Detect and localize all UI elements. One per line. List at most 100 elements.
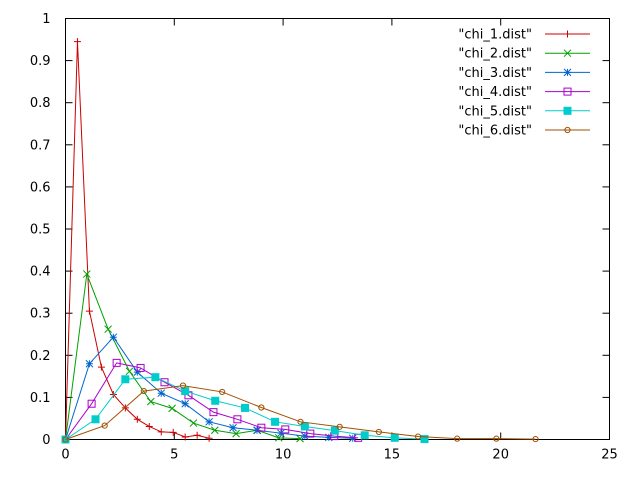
data-point (85, 359, 94, 368)
legend-entry-6: "chi_6.dist" (458, 124, 590, 139)
data-point (181, 433, 189, 441)
legend-marker (563, 106, 572, 115)
data-point (493, 435, 500, 442)
data-point (324, 433, 333, 442)
x-tick-label: 5 (170, 448, 178, 463)
legend-label: "chi_5.dist" (458, 104, 532, 119)
data-point (109, 333, 118, 342)
data-point (140, 387, 147, 395)
data-point (145, 422, 153, 430)
series-layer (61, 38, 539, 444)
data-point (281, 425, 290, 434)
data-point (157, 428, 165, 436)
series-line (65, 41, 210, 440)
series-5 (61, 373, 429, 444)
data-point (211, 396, 220, 405)
data-point (121, 375, 130, 384)
y-tick-label: 0.7 (30, 138, 51, 153)
series-6 (62, 382, 539, 443)
series-line (65, 385, 536, 440)
data-point (205, 434, 213, 442)
legend-entry-4: "chi_4.dist" (458, 85, 590, 100)
data-point (330, 426, 339, 435)
y-tick-label: 0.1 (30, 391, 51, 406)
y-tick-label: 0.2 (30, 349, 51, 364)
data-point (97, 363, 105, 371)
legend-entry-1: "chi_1.dist" (458, 28, 590, 43)
y-tick-label: 0.9 (30, 54, 51, 69)
data-point (112, 358, 121, 367)
data-point (209, 408, 218, 417)
x-tick-label: 0 (61, 448, 69, 463)
legend-label: "chi_3.dist" (458, 66, 532, 81)
legend-entry-2: "chi_2.dist" (458, 47, 590, 62)
legend-marker (563, 68, 572, 77)
legend-marker (564, 30, 571, 38)
data-point (390, 433, 399, 442)
data-point (85, 307, 93, 315)
data-point (125, 367, 134, 376)
data-point (109, 390, 117, 398)
legend-label: "chi_1.dist" (458, 28, 532, 43)
data-point (160, 378, 169, 387)
legend-entry-5: "chi_5.dist" (458, 104, 590, 119)
legend-entry-3: "chi_3.dist" (458, 66, 590, 81)
data-point (233, 415, 242, 424)
data-point (101, 422, 108, 429)
y-tick-label: 0.5 (30, 223, 51, 238)
data-point (414, 433, 422, 440)
x-tick-label: 10 (275, 448, 292, 463)
data-point (219, 388, 226, 396)
data-point (253, 426, 261, 435)
data-point (277, 429, 285, 438)
data-point (146, 397, 155, 406)
series-3 (61, 333, 357, 444)
y-tick-label: 0.3 (30, 307, 51, 322)
data-point (82, 270, 91, 278)
data-point (205, 417, 213, 426)
data-point (189, 419, 198, 427)
data-point (532, 435, 539, 443)
y-tick-label: 0.8 (30, 96, 51, 111)
data-point (193, 431, 201, 439)
data-point (301, 432, 309, 440)
data-point (360, 431, 369, 440)
data-point (73, 38, 81, 46)
legend-label: "chi_4.dist" (458, 85, 532, 100)
data-point (181, 399, 190, 408)
data-point (62, 436, 69, 443)
legend-marker (564, 126, 571, 134)
data-point (348, 434, 357, 443)
data-point (91, 415, 100, 424)
data-point (168, 404, 176, 413)
legend-marker (563, 87, 572, 96)
data-point (133, 415, 141, 423)
x-tick-label: 20 (492, 448, 509, 463)
data-point (336, 423, 343, 430)
y-tick-label: 1 (42, 12, 50, 27)
plot-frame (65, 18, 610, 440)
data-point (179, 382, 187, 389)
data-point (454, 435, 461, 442)
y-tick-label: 0 (42, 433, 50, 448)
x-tick-label: 15 (384, 448, 401, 463)
data-point (232, 429, 240, 438)
data-point (229, 423, 237, 432)
data-point (271, 417, 280, 426)
data-point (375, 428, 382, 436)
data-point (258, 404, 265, 411)
data-point (169, 428, 177, 436)
data-point (87, 399, 96, 408)
data-point (257, 423, 266, 432)
data-point (241, 403, 250, 412)
legend-label: "chi_6.dist" (458, 124, 532, 139)
legend: "chi_1.dist" "chi_2.dist" "chi_3.dist" "chi… (458, 28, 590, 139)
legend-label: "chi_2.dist" (458, 47, 532, 62)
data-point (136, 363, 145, 372)
data-point (297, 418, 304, 425)
legend-marker (563, 49, 572, 58)
data-point (210, 426, 219, 435)
data-point (306, 429, 315, 438)
y-tick-label: 0.6 (30, 180, 51, 195)
